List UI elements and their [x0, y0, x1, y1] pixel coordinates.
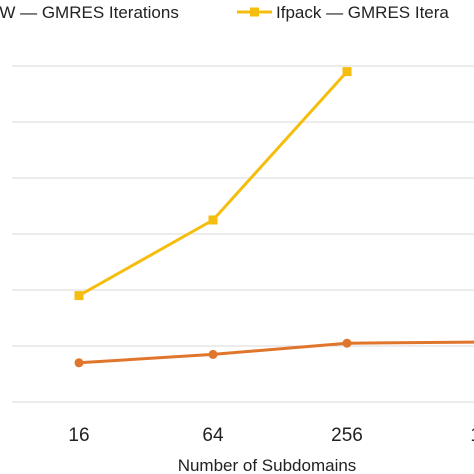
series-line — [78, 340, 474, 365]
data-point — [342, 67, 352, 77]
data-point — [342, 338, 352, 348]
x-axis-title: Number of Subdomains — [178, 456, 357, 474]
data-point — [74, 291, 84, 301]
data-point — [74, 358, 84, 368]
gridlines — [12, 65, 474, 403]
series-layer — [74, 67, 474, 368]
x-tick-label: 16 — [68, 425, 89, 446]
legend: SW — GMRES Iterations Ifpack — GMRES Ite… — [0, 3, 449, 22]
series-line — [78, 70, 349, 297]
x-tick-label: 64 — [202, 425, 224, 446]
x-axis-ticks: 16 64 256 10 — [68, 425, 474, 446]
data-point — [208, 215, 218, 225]
legend-label-sw: SW — GMRES Iterations — [0, 3, 179, 22]
data-point — [208, 349, 218, 359]
legend-label-ifpack: Ifpack — GMRES Itera — [276, 3, 449, 22]
legend-marker-ifpack — [250, 7, 259, 17]
x-tick-label: 256 — [331, 425, 363, 446]
x-tick-label: 10 — [470, 425, 474, 446]
